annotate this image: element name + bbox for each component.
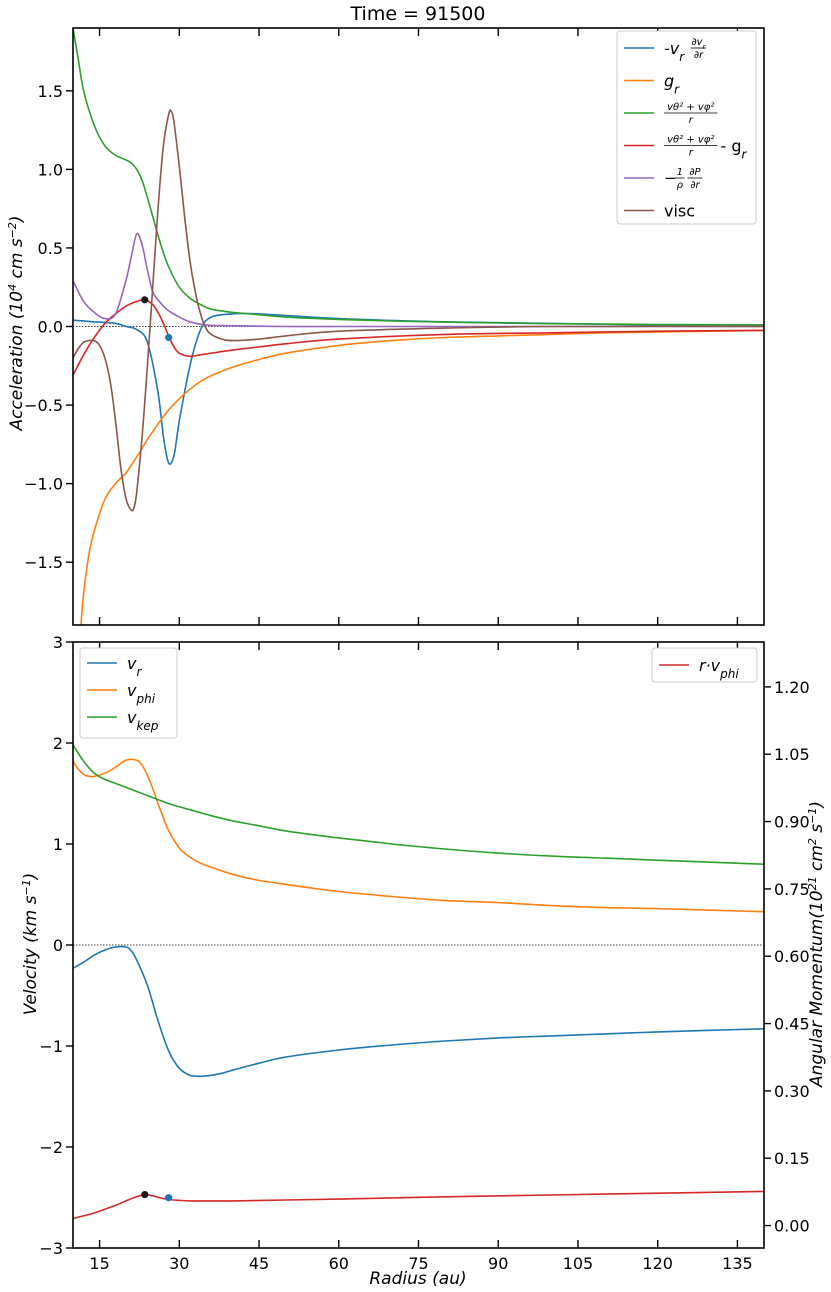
vel-xtick-label: 75 bbox=[408, 1254, 428, 1273]
vel-y2tick-label: 0.60 bbox=[774, 947, 810, 966]
vel-ytick-label: 2 bbox=[53, 734, 63, 753]
accel-series-line-1 bbox=[80, 329, 764, 625]
velocity-axis-label: Velocity (km s−1) bbox=[20, 873, 42, 1016]
vel-ytick-label: 0 bbox=[53, 936, 63, 955]
legend-frac-num: 1 bbox=[677, 167, 683, 178]
vel-ytick-label: 1 bbox=[53, 835, 63, 854]
accel-ytick-label: 1.0 bbox=[38, 160, 63, 179]
vel-ytick-label: −2 bbox=[39, 1138, 63, 1157]
velocity-plot: 15 30 45 60 75 90 105 120 135 3 2 1 0 −1 −2 −3 1.20 1.05 0… bbox=[39, 633, 809, 1273]
vel-xtick-label: 15 bbox=[89, 1254, 109, 1273]
legend-frac-den: ρ bbox=[677, 180, 684, 191]
vel-xtick-label: 90 bbox=[488, 1254, 508, 1273]
chart-title: Time = 91500 bbox=[350, 3, 486, 25]
vel-ytick-label: 3 bbox=[53, 633, 63, 652]
vel-series-line-3 bbox=[73, 1190, 764, 1220]
legend-box bbox=[651, 647, 758, 683]
legend-frac-num: vθ² + vφ² bbox=[667, 135, 714, 146]
vel-y2tick-label: 0.00 bbox=[774, 1217, 810, 1236]
legend-prefix: − bbox=[664, 169, 677, 187]
vel-ytick-label: −1 bbox=[39, 1037, 63, 1056]
legend-frac-num: vθ² + vφ² bbox=[667, 102, 714, 113]
vel-y2tick-label: 1.20 bbox=[774, 678, 810, 697]
vel-xtick-label: 105 bbox=[563, 1254, 594, 1273]
accel-ytick-label: −1.5 bbox=[24, 553, 63, 572]
angular-momentum-legend: r·vphi bbox=[651, 647, 758, 683]
accel-ytick-label: 0.0 bbox=[38, 318, 63, 337]
vel-xtick-label: 45 bbox=[249, 1254, 269, 1273]
vel-xtick-label: 120 bbox=[642, 1254, 673, 1273]
accel-ytick-label: 0.5 bbox=[38, 239, 63, 258]
accel-series-line-3 bbox=[73, 298, 764, 376]
vel-y2tick-label: 0.30 bbox=[774, 1082, 810, 1101]
accel-ytick-label: 1.5 bbox=[38, 82, 63, 101]
vel-y2tick-label: 0.15 bbox=[774, 1149, 810, 1168]
vel-series-line-1 bbox=[73, 758, 764, 913]
accel-ytick-label: −0.5 bbox=[24, 396, 63, 415]
legend-frac-den: ∂r bbox=[694, 50, 704, 61]
legend-frac-den: ∂r bbox=[690, 180, 700, 191]
angular-momentum-axis-label: Angular Momentum(1021 cm2 s−1) bbox=[806, 801, 828, 1088]
legend-frac-den: r bbox=[689, 115, 694, 126]
legend-box bbox=[616, 30, 757, 225]
vel-xtick-label: 30 bbox=[169, 1254, 189, 1273]
acceleration-axis-label: Acceleration (104 cm s−2) bbox=[6, 215, 28, 431]
legend-frac-den: r bbox=[689, 148, 694, 159]
legend-label: visc bbox=[664, 202, 695, 221]
vel-y2tick-label: 0.45 bbox=[774, 1015, 810, 1034]
accel-marker-1 bbox=[165, 333, 173, 342]
radius-axis-label: Radius (au) bbox=[369, 1269, 466, 1289]
vel-series-line-2 bbox=[73, 744, 764, 865]
vel-ytick-label: −3 bbox=[39, 1239, 63, 1258]
vel-series-line-0 bbox=[73, 945, 764, 1078]
vel-xtick-label: 60 bbox=[329, 1254, 349, 1273]
accel-series-line-5 bbox=[73, 109, 764, 512]
accel-series-line-4 bbox=[73, 232, 764, 328]
legend-box bbox=[79, 647, 178, 739]
accel-ytick-label: −1.0 bbox=[24, 475, 63, 494]
vel-xtick-label: 135 bbox=[722, 1254, 753, 1273]
accel-series-line-2 bbox=[73, 28, 764, 326]
legend-frac-num: ∂P bbox=[689, 167, 701, 178]
vel-y2tick-label: 0.75 bbox=[774, 880, 810, 899]
vel-y2tick-label: 1.05 bbox=[774, 745, 810, 764]
vel-marker-0 bbox=[141, 1190, 149, 1199]
accel-marker-0 bbox=[141, 296, 149, 304]
vel-y2tick-label: 0.90 bbox=[774, 813, 810, 832]
acceleration-plot: 1.5 1.0 0.5 0.0 −0.5 −1.0 −1.5 bbox=[24, 27, 765, 626]
vel-marker-1 bbox=[165, 1194, 173, 1202]
